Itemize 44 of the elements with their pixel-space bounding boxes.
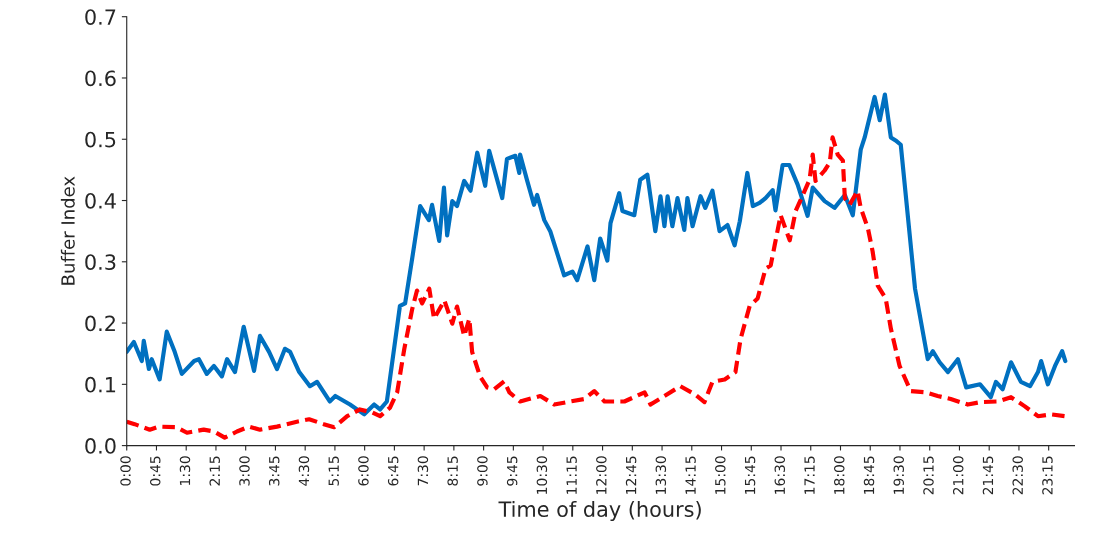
y-tick-label: 0.5 — [85, 131, 116, 148]
x-tick-label: 5:15 — [328, 456, 339, 486]
x-tick-label: 6:45 — [387, 456, 399, 486]
x-tick-label: 3:00 — [239, 456, 250, 486]
x-tick-label: 19:30 — [893, 456, 904, 494]
x-tick-label: 21:45 — [982, 456, 994, 495]
x-tick-label: 17:15 — [804, 456, 815, 494]
x-axis-title: Time of day (hours) — [498, 500, 701, 522]
x-tick-label: 16:30 — [774, 456, 786, 494]
x-tick-label: 12:00 — [596, 456, 607, 494]
x-tick-label: 9:00 — [477, 456, 488, 486]
y-axis-title: Buffer Index — [60, 176, 75, 285]
y-tick-label: 0.0 — [85, 438, 116, 454]
y-tick-label: 0.6 — [85, 70, 116, 87]
x-tick-label: 9:45 — [506, 456, 518, 486]
line-series — [126, 135, 1068, 440]
x-tick-label: 14:15 — [685, 456, 696, 494]
x-tick-label: 0:45 — [149, 456, 161, 486]
x-tick-label: 8:15 — [447, 456, 458, 486]
line-series — [126, 92, 1068, 417]
y-tick-label: 0.7 — [85, 9, 116, 25]
x-tick-label: 0:00 — [120, 456, 131, 486]
x-tick-label: 15:00 — [715, 456, 726, 494]
x-tick-label: 4:30 — [298, 456, 310, 486]
y-tick-label: 0.3 — [85, 254, 116, 270]
x-tick-label: 11:15 — [566, 456, 577, 494]
y-tick-label: 0.1 — [85, 376, 116, 393]
y-tick-label: 0.4 — [85, 192, 116, 209]
x-tick-label: 15:45 — [744, 456, 756, 494]
y-tick-label: 0.2 — [85, 315, 115, 332]
x-tick-label: 18:45 — [863, 456, 875, 494]
x-tick-label: 10:30 — [536, 456, 548, 494]
x-tick-label: 22:30 — [1012, 456, 1023, 495]
x-tick-label: 13:30 — [655, 456, 667, 494]
x-tick-label: 3:45 — [268, 456, 280, 486]
x-tick-label: 20:15 — [923, 456, 934, 495]
x-tick-label: 12:45 — [625, 456, 637, 494]
x-tick-label: 23:15 — [1042, 456, 1053, 495]
x-tick-label: 2:15 — [209, 456, 220, 486]
x-tick-label: 6:00 — [358, 456, 369, 486]
x-tick-label: 21:00 — [952, 456, 964, 495]
x-tick-label: 7:30 — [417, 456, 429, 486]
x-tick-label: 1:30 — [179, 456, 191, 485]
x-tick-label: 18:00 — [834, 456, 845, 494]
